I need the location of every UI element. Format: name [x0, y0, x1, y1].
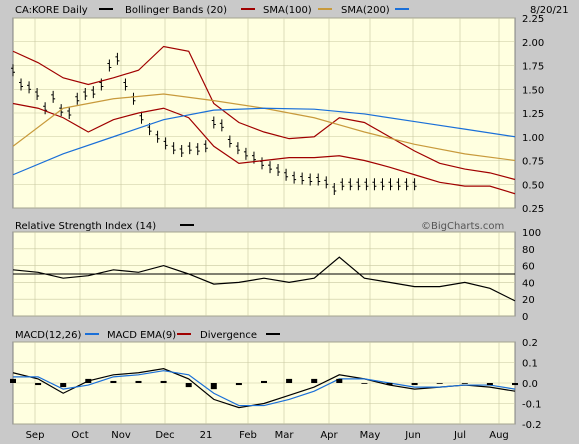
divergence-bar	[512, 383, 518, 386]
divergence-bar	[311, 378, 318, 383]
legend-macd-ema: MACD EMA(9)	[107, 330, 176, 341]
y-tick-label: 40	[522, 278, 535, 289]
divergence-bar	[135, 380, 142, 383]
price-axis-ticks: 0.25 0.50 0.75 1.00 1.25 1.50 1.75 2.00 2.25	[522, 14, 544, 215]
price-series	[11, 45, 516, 195]
x-tick-label: Nov	[111, 430, 131, 441]
y-tick-label: 0.0	[522, 379, 538, 390]
x-tick-label: Dec	[155, 430, 174, 441]
divergence-bar	[436, 383, 443, 384]
x-tick-label: May	[360, 430, 381, 441]
divergence-bar	[185, 383, 192, 388]
watermark: ©BigCharts.com	[421, 221, 504, 232]
divergence-bar	[386, 383, 393, 386]
divergence-bar	[35, 383, 42, 386]
divergence-bar	[486, 383, 493, 386]
y-tick-label: 0.75	[522, 157, 544, 168]
x-axis: Sep Oct Nov Dec 21 Feb Mar Apr May Jun Jul Aug	[26, 430, 509, 441]
y-tick-label: 20	[522, 295, 535, 306]
divergence-bar	[235, 383, 242, 386]
legend-sma200: SMA(200)	[341, 5, 390, 16]
price-grid	[13, 17, 515, 209]
divergence-bar	[160, 380, 167, 383]
divergence-bar	[60, 383, 67, 388]
y-tick-label: 1.00	[522, 133, 544, 144]
y-tick-label: 2.25	[522, 14, 544, 25]
legend-sma100: SMA(100)	[263, 5, 312, 16]
divergence-bar	[361, 383, 368, 384]
chart-date: 8/20/21	[530, 5, 569, 16]
y-tick-label: 0.25	[522, 204, 544, 215]
divergence-bar	[461, 383, 468, 384]
y-tick-label: 2.00	[522, 38, 544, 49]
divergence-bar	[261, 380, 267, 383]
y-tick-label: 60	[522, 262, 535, 273]
rsi-line	[12, 256, 516, 302]
y-tick-label: 80	[522, 245, 535, 256]
y-tick-label: 0.2	[522, 338, 538, 349]
divergence-bar	[286, 378, 293, 383]
rsi-series	[12, 256, 516, 302]
x-tick-label: Apr	[320, 430, 338, 441]
macd-axis-ticks: -0.2 -0.1 0.0 0.1 0.2	[522, 338, 542, 431]
y-tick-label: 1.75	[522, 62, 544, 73]
y-tick-label: -0.1	[522, 400, 542, 411]
divergence-bar	[85, 378, 92, 383]
price-panel: 0.25 0.50 0.75 1.00 1.25 1.50 1.75 2.00 2.25 CA:…	[11, 5, 569, 215]
x-tick-label: Feb	[239, 430, 257, 441]
y-tick-label: 0.1	[522, 359, 538, 370]
legend-bollinger: Bollinger Bands (20)	[125, 5, 227, 16]
macd-panel: -0.2 -0.1 0.0 0.1 0.2 MACD(12,26) MACD EMA(9…	[10, 330, 542, 431]
macd-title: MACD(12,26)	[15, 330, 82, 341]
price-header: CA:KORE Daily Bollinger Bands (20) SMA(1…	[15, 5, 569, 16]
divergence-bar	[110, 380, 117, 383]
bollinger-upper-line	[12, 45, 516, 181]
rsi-title: Relative Strength Index (14)	[15, 221, 156, 232]
y-tick-label: 1.50	[522, 85, 544, 96]
rsi-panel: 0 20 40 60 80 100 Relative Strength Index (14…	[12, 221, 541, 323]
y-tick-label: 0.50	[522, 180, 544, 191]
divergence-bar	[336, 378, 343, 383]
divergence-bar	[10, 378, 16, 383]
y-tick-label: 0	[522, 312, 528, 323]
x-tick-label: Jun	[404, 430, 421, 441]
divergence-bar	[411, 383, 418, 386]
sma-200-line	[12, 107, 516, 176]
x-tick-label: Oct	[71, 430, 88, 441]
x-tick-label: Sep	[26, 430, 45, 441]
legend-divergence: Divergence	[200, 330, 257, 341]
x-tick-label: Aug	[489, 430, 509, 441]
price-title: CA:KORE Daily	[15, 5, 88, 16]
macd-series	[10, 368, 518, 409]
x-tick-label: Jul	[453, 430, 466, 441]
y-tick-label: 1.25	[522, 109, 544, 120]
macd-ema-9-line	[13, 370, 516, 407]
macd-line	[12, 368, 516, 409]
bollinger-lower-line	[12, 102, 516, 195]
y-tick-label: 100	[522, 228, 541, 239]
rsi-axis-ticks: 0 20 40 60 80 100	[522, 228, 541, 323]
x-tick-label: 21	[200, 430, 213, 441]
divergence-bar	[210, 383, 217, 390]
y-tick-label: -0.2	[522, 420, 542, 431]
x-tick-label: Mar	[275, 430, 295, 441]
